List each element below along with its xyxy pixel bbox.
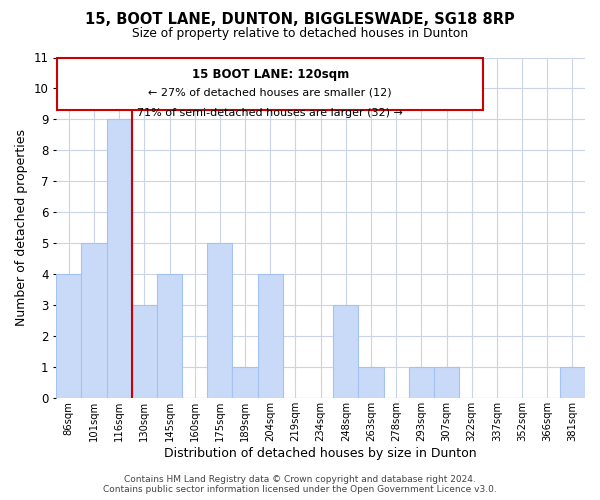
Bar [207, 244, 232, 398]
Bar [58, 58, 483, 110]
Bar [82, 244, 107, 398]
Bar [560, 368, 585, 398]
Bar [56, 274, 82, 398]
Bar [232, 368, 257, 398]
Text: 71% of semi-detached houses are larger (32) →: 71% of semi-detached houses are larger (… [137, 108, 403, 118]
Text: 15, BOOT LANE, DUNTON, BIGGLESWADE, SG18 8RP: 15, BOOT LANE, DUNTON, BIGGLESWADE, SG18… [85, 12, 515, 28]
Bar [107, 120, 132, 398]
Bar [409, 368, 434, 398]
Text: 15 BOOT LANE: 120sqm: 15 BOOT LANE: 120sqm [191, 68, 349, 82]
Bar [358, 368, 383, 398]
Bar [333, 306, 358, 398]
Text: Size of property relative to detached houses in Dunton: Size of property relative to detached ho… [132, 28, 468, 40]
Text: Contains public sector information licensed under the Open Government Licence v3: Contains public sector information licen… [103, 485, 497, 494]
X-axis label: Distribution of detached houses by size in Dunton: Distribution of detached houses by size … [164, 447, 477, 460]
Y-axis label: Number of detached properties: Number of detached properties [15, 130, 28, 326]
Text: ← 27% of detached houses are smaller (12): ← 27% of detached houses are smaller (12… [148, 88, 392, 98]
Bar [434, 368, 459, 398]
Bar [157, 274, 182, 398]
Bar [257, 274, 283, 398]
Bar [132, 306, 157, 398]
Text: Contains HM Land Registry data © Crown copyright and database right 2024.: Contains HM Land Registry data © Crown c… [124, 475, 476, 484]
